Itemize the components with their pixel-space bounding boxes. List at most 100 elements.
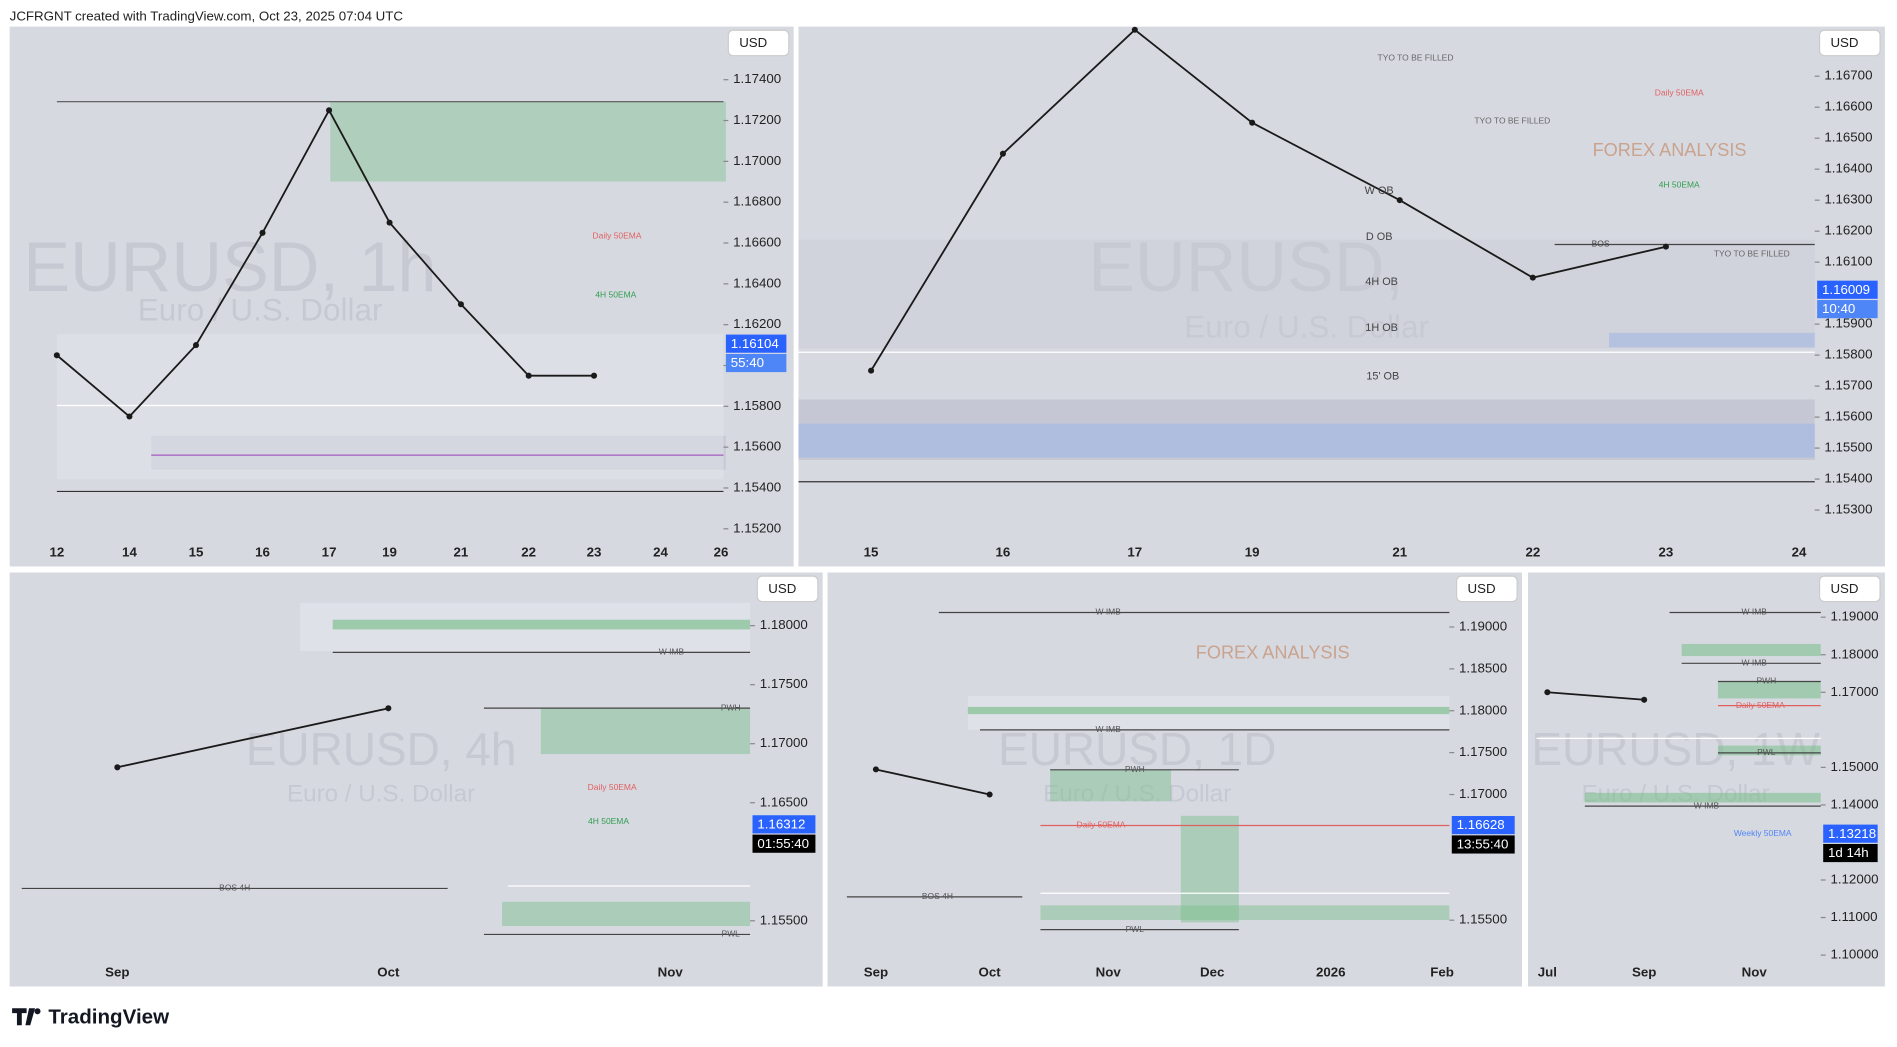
annotation: FOREX ANALYSIS <box>1593 140 1747 160</box>
x-tick-label: 22 <box>1525 545 1540 560</box>
currency-box <box>1818 575 1881 603</box>
x-tick-label: 26 <box>714 545 729 560</box>
x-tick-label: Sep <box>864 965 888 980</box>
watermark-symbol: EURUSD, 1D <box>998 723 1276 775</box>
watermark-description: Euro / U.S. Dollar <box>1184 310 1429 345</box>
y-tick-label: 1.16400 <box>1824 161 1872 176</box>
zone <box>1584 792 1821 803</box>
y-tick-label: 1.15400 <box>733 479 781 494</box>
currency-box <box>1456 575 1518 603</box>
annotation: 4H 50EMA <box>595 290 636 300</box>
x-tick-label: Jul <box>1538 965 1557 980</box>
price-line <box>117 707 389 769</box>
credit: JCFRGNT created with TradingView.com, Oc… <box>10 8 404 23</box>
last-price-badge <box>1451 816 1515 835</box>
annotation: W OB <box>1365 185 1394 197</box>
y-tick-label: 1.17200 <box>733 112 781 127</box>
x-tick-label: Oct <box>979 965 1002 980</box>
y-tick-label: 1.10000 <box>1830 947 1878 962</box>
y-tick-label: 1.16200 <box>733 316 781 331</box>
y-tick-label: 1.17400 <box>733 71 781 86</box>
annotation: Daily 50EMA <box>1655 87 1704 97</box>
y-tick-label: 1.18000 <box>1830 646 1878 661</box>
currency: USD <box>1830 35 1858 50</box>
chart-panel: EURUSD, Euro / U.S. Dollar 15 16 17 19 21 22 23… <box>798 26 1885 567</box>
price-point <box>590 372 598 379</box>
x-tick-label: 2026 <box>1316 965 1346 980</box>
zone <box>967 706 1450 715</box>
zone <box>1609 332 1815 348</box>
y-tick-label: 1.16600 <box>733 235 781 250</box>
currency: USD <box>739 35 767 50</box>
annotation: PWL <box>722 929 741 939</box>
annotation: PWH <box>721 702 741 712</box>
annotation: TYO TO BE FILLED <box>1474 115 1550 125</box>
annotation: PWH <box>1756 676 1776 686</box>
y-tick-label: 1.16500 <box>1824 130 1872 145</box>
annotation: W IMB <box>659 647 685 657</box>
last-price-badge <box>752 815 816 834</box>
last-price-label: 1.16312 <box>757 816 805 831</box>
y-tick-label: 1.17500 <box>1459 744 1507 759</box>
annotation: W IMB <box>1742 658 1768 668</box>
chart-panel: EURUSD, 1WEuro / U.S. DollarJulSepNov1.1… <box>1528 572 1885 987</box>
price-point <box>386 219 393 226</box>
brand: TradingView <box>48 1005 170 1028</box>
annotation: PWL <box>1126 924 1145 934</box>
last-price-badge <box>725 334 787 353</box>
currency-box <box>1818 29 1881 57</box>
y-tick-label: 1.16100 <box>1824 254 1872 269</box>
zone <box>502 901 751 926</box>
countdown-badge <box>1451 835 1515 854</box>
annotation: W IMB <box>1095 724 1121 734</box>
annotation: W IMB <box>1095 607 1121 617</box>
last-price-label: 1.13218 <box>1828 826 1876 841</box>
x-tick-label: 19 <box>382 545 397 560</box>
currency: USD <box>1468 581 1496 596</box>
price-point <box>1641 696 1648 703</box>
zone <box>1717 745 1821 756</box>
x-tick-label: 24 <box>1792 545 1807 560</box>
last-price-badge <box>1817 280 1878 299</box>
zone <box>151 435 726 470</box>
x-tick-label: 21 <box>1392 545 1407 560</box>
panel-background <box>798 26 1885 567</box>
panel-background <box>1528 572 1885 987</box>
x-tick-label: Nov <box>658 965 684 980</box>
countdown: 55:40 <box>731 355 764 370</box>
price-point <box>1131 26 1138 33</box>
y-tick-label: 1.11000 <box>1830 909 1877 924</box>
countdown: 13:55:40 <box>1457 837 1509 852</box>
y-tick-label: 1.15600 <box>1824 409 1872 424</box>
chart-panel: EURUSD, 1DEuro / U.S. DollarSepOctNovDec… <box>827 572 1522 987</box>
annotation: Weekly 50EMA <box>1734 828 1792 838</box>
price-point <box>1396 197 1403 204</box>
annotation: BOS 4H <box>219 883 250 893</box>
price-line <box>1547 691 1645 701</box>
y-tick-label: 1.16500 <box>760 794 808 809</box>
annotation: Daily 50EMA <box>1076 820 1125 830</box>
annotation: 4H OB <box>1365 276 1398 288</box>
price-point <box>259 229 266 236</box>
x-tick-label: Feb <box>1430 965 1454 980</box>
x-tick-label: Oct <box>377 965 400 980</box>
y-tick-label: 1.15200 <box>733 520 781 535</box>
y-tick-label: 1.18000 <box>760 617 808 632</box>
x-tick-label: 17 <box>322 545 337 560</box>
y-tick-label: 1.17000 <box>733 153 781 168</box>
annotation: D OB <box>1366 231 1393 243</box>
price-point <box>326 107 333 114</box>
y-tick-label: 1.16400 <box>733 275 781 290</box>
countdown: 1d 14h <box>1828 845 1869 860</box>
y-tick-label: 1.12000 <box>1830 872 1878 887</box>
x-tick-label: Dec <box>1200 965 1224 980</box>
annotation: 4H 50EMA <box>1659 179 1700 189</box>
x-tick-label: 16 <box>996 545 1011 560</box>
price-point <box>457 301 464 308</box>
countdown-badge <box>1817 300 1878 319</box>
annotation: PWH <box>1125 764 1145 774</box>
annotation: W IMB <box>1694 800 1720 810</box>
zone <box>540 708 751 755</box>
y-tick-label: 1.16800 <box>733 194 781 209</box>
